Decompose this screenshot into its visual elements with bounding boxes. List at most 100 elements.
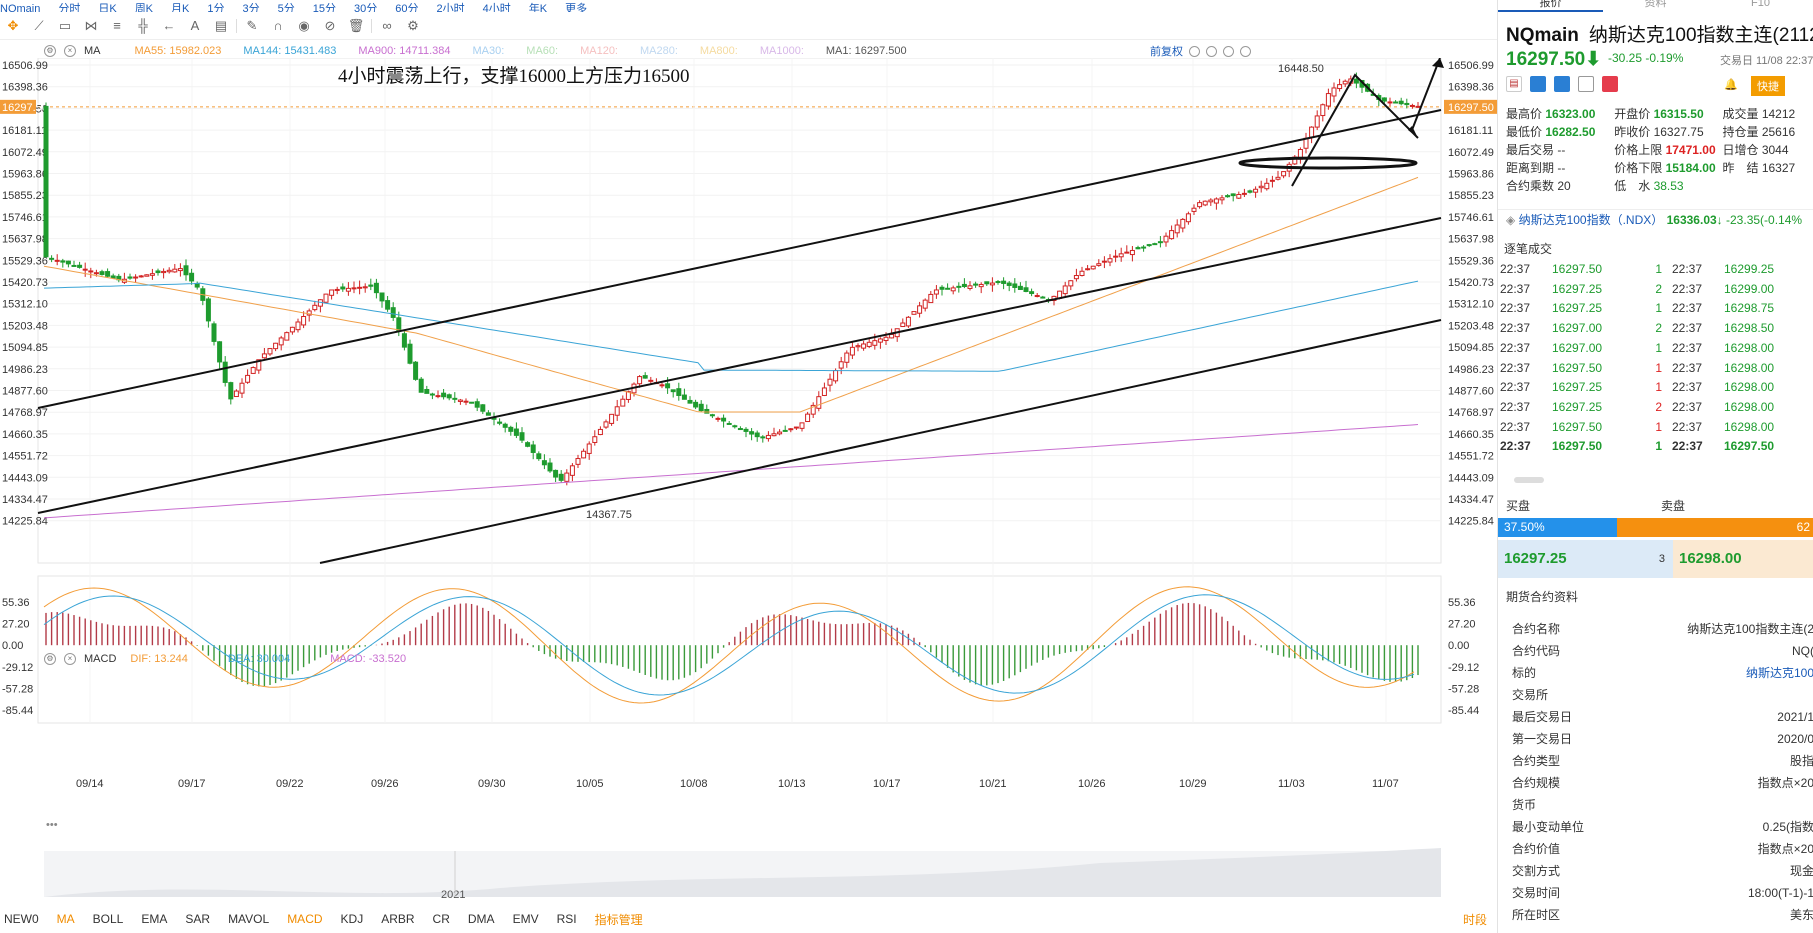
indicator-tab[interactable]: MACD [287, 912, 323, 926]
indicator-tab[interactable]: SAR [185, 912, 211, 926]
comment-icon[interactable]: ▤ [214, 17, 228, 33]
candle [368, 278, 374, 291]
macd-legend-item[interactable]: MACD: -33.520 [330, 653, 407, 665]
trend-line-icon[interactable]: ⟋ [34, 17, 44, 33]
period-item[interactable]: 1分 [207, 3, 225, 12]
info-value: 纳斯达克100指数主连(2 [1687, 622, 1813, 636]
indicator-tab[interactable]: DMA [467, 912, 495, 926]
macd-legend-item[interactable]: DIF: 13.244 [130, 653, 188, 665]
expand-icon[interactable]: ◈ [1506, 213, 1519, 227]
bell-icon[interactable]: 🔔 [1724, 79, 1738, 91]
indicator-bar: NEW0 MA BOLL EMA SAR MAVOL MACD KDJ ARBR CR DMA EMV… [0, 905, 1497, 933]
indicator-tab[interactable]: 指标管理 [594, 912, 643, 927]
ma-legend-item[interactable]: MA55: 15982.023 [134, 45, 222, 57]
period-item[interactable]: 更多 [565, 3, 588, 12]
hide-icon[interactable]: ⊘ [324, 17, 336, 33]
favorite-icon[interactable] [1602, 76, 1618, 92]
ma-legend-item[interactable]: MA900: 14711.384 [358, 45, 451, 57]
bid-cell[interactable]: 16297.25 3 [1498, 540, 1673, 578]
ma-legend-item[interactable]: MA144: 15431.483 [243, 45, 337, 57]
indicator-tab[interactable]: CR [432, 912, 450, 926]
note-icon[interactable] [1578, 76, 1594, 92]
macd-legend-item[interactable]: MACD [84, 653, 117, 665]
tab-profile[interactable]: 资料 [1644, 0, 1667, 9]
info-link[interactable]: 纳斯达克100 [1745, 666, 1813, 680]
zoom-out-icon[interactable] [1223, 45, 1234, 57]
chart-icon[interactable] [1554, 76, 1570, 92]
candle [211, 321, 217, 346]
share-icon[interactable] [1530, 76, 1546, 92]
indicator-tab[interactable]: NEW0 [4, 912, 39, 926]
analysis-annotation[interactable]: 4小时震荡上行，支撑16000上方压力16500 [338, 65, 690, 87]
eye-icon[interactable]: ◉ [298, 17, 310, 33]
period-item[interactable]: 60分 [395, 3, 419, 12]
period-item[interactable]: 分时 [58, 3, 81, 12]
tab-quote[interactable]: 报价 [1498, 0, 1603, 12]
period-item[interactable]: 3分 [242, 3, 260, 12]
ma-legend-item[interactable]: MA280: [640, 45, 678, 57]
undo-icon[interactable] [1206, 45, 1217, 57]
arrow-icon[interactable]: ← [162, 18, 176, 33]
ma-legend-item[interactable]: MA1000: [759, 45, 804, 57]
underlying-index-link[interactable]: 纳斯达克100指数（.NDX） [1518, 213, 1664, 227]
period-item[interactable]: 5分 [277, 3, 295, 12]
indicator-tab[interactable]: BOLL [92, 912, 124, 926]
settings-icon[interactable]: ⚙ [407, 17, 419, 33]
zoom-in-icon[interactable] [1240, 45, 1251, 57]
ma-legend-item[interactable]: MA800: [699, 45, 738, 57]
indicator-tab[interactable]: MAVOL [228, 912, 270, 926]
fork-icon[interactable]: ⋈ [84, 17, 98, 33]
indicator-tab[interactable]: MA [56, 912, 75, 926]
period-item[interactable]: 年K [528, 3, 548, 12]
adjust-mode-button[interactable]: 前复权 [1150, 46, 1183, 58]
crosshair-icon[interactable]: ✥ [7, 17, 19, 33]
ma-legend-item[interactable]: MA [84, 45, 101, 57]
trash-icon[interactable]: 🗑 [347, 17, 365, 33]
close-icon[interactable]: × [64, 45, 76, 57]
kline-chart[interactable]: 16506.99 16506.99 16398.36 16398.36 16297.50… [0, 58, 1497, 903]
quick-button[interactable]: 快捷 [1751, 76, 1785, 96]
ma-legend-item[interactable]: MA120: [580, 45, 618, 57]
trend-line[interactable] [319, 319, 1442, 564]
indicator-tab[interactable]: EMA [141, 912, 168, 926]
upside-arrow[interactable] [1411, 58, 1441, 131]
indicator-tab[interactable]: KDJ [340, 912, 364, 926]
path-arrow[interactable] [1291, 73, 1419, 187]
period-item[interactable]: 周K [134, 3, 154, 12]
scrollbar[interactable] [1514, 477, 1544, 483]
period-item[interactable]: 4小时 [482, 3, 511, 12]
magnet-icon[interactable]: ∩ [273, 18, 283, 33]
close-icon[interactable]: × [64, 653, 76, 665]
candle [569, 463, 575, 482]
close-icon[interactable] [1189, 45, 1200, 57]
indicator-tab[interactable]: EMV [512, 912, 539, 926]
link-icon[interactable]: ∞ [382, 18, 392, 33]
macd-legend-item[interactable]: DEA: 30.004 [227, 653, 291, 665]
period-item[interactable]: 15分 [312, 3, 336, 12]
ma-legend-item[interactable]: MA60: [526, 45, 559, 57]
rectangle-icon[interactable]: ▭ [58, 17, 72, 33]
navigator-handle-icon[interactable]: ••• [46, 819, 58, 831]
tab-f10[interactable]: F10 [1751, 0, 1770, 9]
pencil-icon[interactable]: ✎ [246, 17, 258, 33]
period-item[interactable]: 月K [171, 3, 190, 12]
trend-line[interactable] [37, 109, 1442, 409]
gann-icon[interactable]: ╬ [138, 18, 148, 33]
candle [984, 281, 990, 286]
parallel-line-icon[interactable]: ≡ [113, 18, 121, 33]
support-ellipse[interactable] [1238, 156, 1418, 170]
period-item[interactable]: NQmain [0, 3, 41, 12]
settings-icon[interactable]: ⚙ [44, 653, 56, 665]
period-item[interactable]: 2小时 [436, 3, 465, 12]
indicator-tab[interactable]: RSI [556, 912, 577, 926]
ma-legend-item[interactable]: MA1: 16297.500 [825, 45, 907, 57]
period-item[interactable]: 30分 [354, 3, 378, 12]
trend-line[interactable] [37, 217, 1442, 514]
ask-price[interactable]: 16298.00 [1673, 540, 1813, 578]
timeshare-button[interactable]: 时段 [1462, 912, 1487, 927]
indicator-tab[interactable]: ARBR [381, 912, 415, 926]
settings-icon[interactable]: ⚙ [44, 45, 56, 57]
ma-legend-item[interactable]: MA30: [472, 45, 505, 57]
text-icon[interactable]: A [190, 18, 200, 33]
period-item[interactable]: 日K [98, 3, 117, 12]
